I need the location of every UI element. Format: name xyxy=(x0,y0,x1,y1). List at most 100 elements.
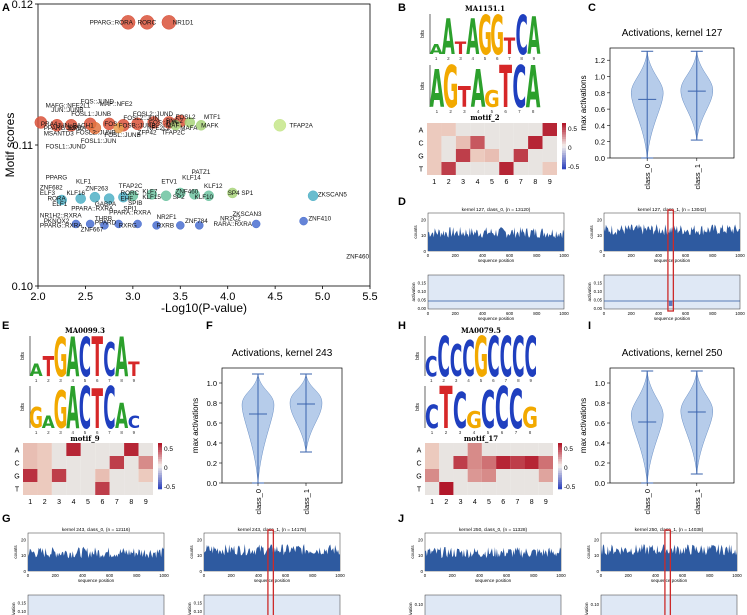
colorbar-segment xyxy=(158,456,162,460)
scatter-ytick-label: 0.12 xyxy=(12,0,33,11)
colorbar-segment xyxy=(558,456,562,460)
motif-label: SP2 xyxy=(173,194,185,201)
scatter-xtick-label: 2.0 xyxy=(30,291,45,303)
motif-label: MSANTD3 xyxy=(44,131,75,138)
activation-ytick: 0.15 xyxy=(418,280,427,285)
scatter-point xyxy=(160,190,172,202)
logo-letter: C xyxy=(512,325,525,390)
counts-ytick: 0 xyxy=(23,569,26,574)
logo-letter: A xyxy=(442,9,455,67)
colorbar-segment xyxy=(558,445,562,448)
scatter-xtick-label: 3.0 xyxy=(125,291,140,303)
counts-ytick: 0 xyxy=(596,569,599,574)
violin-ytick-label: 1.2 xyxy=(595,56,605,65)
motif-label: NFE2L2 xyxy=(147,125,171,132)
counts-xtick: 600 xyxy=(106,573,114,578)
scatter-point xyxy=(184,117,196,128)
violin-title: Activations, kernel 243 xyxy=(232,348,333,359)
counts-xtick: 600 xyxy=(682,253,690,258)
heatmap-col-label: 7 xyxy=(519,179,523,186)
colorbar-segment xyxy=(562,127,566,131)
colorbar-segment xyxy=(562,123,566,126)
scatter-point xyxy=(299,216,308,226)
motif-label: FOSL1::JUND xyxy=(46,143,87,150)
heatmap-cell xyxy=(23,482,38,495)
motif-label: RXRB xyxy=(157,222,175,229)
heatmap-cell xyxy=(470,123,485,136)
logo-position: 4 xyxy=(477,109,480,114)
scatter-point xyxy=(50,119,64,132)
highlight-box xyxy=(267,529,275,615)
heatmap-cell xyxy=(513,123,529,136)
motif-label: FOSL1::JUNB xyxy=(71,111,111,118)
logo-letter: C xyxy=(128,413,140,433)
scatter-point xyxy=(170,120,181,131)
colorbar-segment xyxy=(558,475,562,478)
logo-letter: T xyxy=(439,376,453,443)
activation-frame xyxy=(603,274,741,310)
violin-title: Activations, kernel 127 xyxy=(622,28,723,39)
heatmap-cell xyxy=(481,469,497,482)
counts-ytick: 20 xyxy=(197,537,203,542)
heatmap-col-label: 7 xyxy=(115,499,119,506)
heatmap-cell xyxy=(470,149,485,162)
colorbar-segment xyxy=(158,475,162,478)
logo-position: 5 xyxy=(487,430,490,435)
heatmap-cell xyxy=(453,456,468,469)
motif-label: RORC xyxy=(121,190,140,197)
logo-letter: C xyxy=(437,325,450,390)
scatter-point xyxy=(56,194,67,206)
motif-label: TFAP2C xyxy=(161,129,185,136)
counts-ylabel: counts xyxy=(586,545,591,559)
activation-xtick: 0 xyxy=(603,311,606,316)
heatmap-cell xyxy=(542,136,557,149)
area-title: kernel 250, class_0, (n = 11328) xyxy=(459,527,528,533)
heatmap-cell xyxy=(95,443,110,456)
motif-label: PPARG::RXRA xyxy=(40,222,83,229)
scatter-xtick-label: 2.5 xyxy=(78,291,93,303)
heatmap-row-label: C xyxy=(14,461,19,468)
colorbar-label: 0.5 xyxy=(564,446,573,453)
motif-label: JUN::BACH1 xyxy=(57,122,94,129)
motif-label: ELF3 xyxy=(40,190,56,197)
heatmap-col-label: 5 xyxy=(86,499,90,506)
counts-ytick: 10 xyxy=(21,553,27,558)
panel-letter-d: D xyxy=(398,196,406,208)
scatter-point xyxy=(195,221,204,230)
logo-position: 6 xyxy=(492,378,495,383)
violin-ytick-label: 0.6 xyxy=(595,419,605,428)
activation-frame xyxy=(600,594,738,615)
colorbar-segment xyxy=(562,162,566,165)
colorbar-segment xyxy=(562,157,566,161)
logo-letter: T xyxy=(91,377,103,442)
counts-xlabel: sequence position xyxy=(478,258,515,263)
colorbar-segment xyxy=(558,470,562,474)
logo-position: 5 xyxy=(480,378,483,383)
motif-label: FOSL::JUNB xyxy=(104,132,140,139)
scatter-xtick-label: 3.5 xyxy=(173,291,188,303)
counts-ytick: 10 xyxy=(597,233,603,238)
motif-label: SP4 SP1 xyxy=(228,190,254,197)
counts-xtick: 400 xyxy=(79,573,87,578)
counts-xtick: 1000 xyxy=(556,573,566,578)
heatmap-cell xyxy=(470,136,485,149)
activation-xtick: 600 xyxy=(506,311,514,316)
motif-label: RXRG xyxy=(119,222,137,229)
heatmap-col-label: 6 xyxy=(504,179,508,186)
colorbar-segment xyxy=(158,452,162,455)
activation-ylabel: activation xyxy=(408,602,413,615)
logo-letter: A xyxy=(115,325,128,390)
violin-title: Activations, kernel 250 xyxy=(622,348,723,359)
heatmap-row-label: A xyxy=(419,128,424,135)
violin-ytick-label: 1.0 xyxy=(595,73,605,82)
motif-label: PPARG xyxy=(46,174,68,181)
activation-xtick: 800 xyxy=(533,311,541,316)
heatmap-row-label: T xyxy=(417,487,422,494)
counts-ylabel: counts xyxy=(413,225,418,239)
logo-position: 7 xyxy=(108,430,111,435)
heatmap-cell xyxy=(66,469,81,482)
activation-frame xyxy=(427,274,565,310)
logo-letter: G xyxy=(54,381,68,442)
